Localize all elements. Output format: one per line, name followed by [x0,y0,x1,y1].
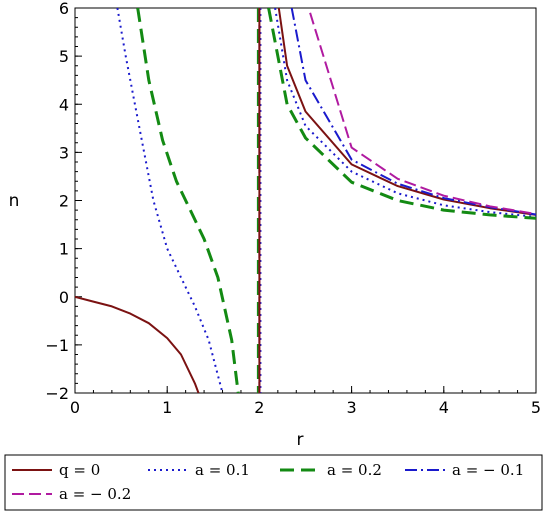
y-tick-label: 3 [59,143,69,162]
y-tick-label: 5 [59,47,69,66]
legend-label: q = 0 [59,461,100,479]
x-tick-labels: 0 1 2 3 4 5 [70,398,541,417]
legend-label: a = − 0.1 [452,461,524,479]
series-segment [136,8,240,393]
series-5-line [309,12,536,215]
series-layer [75,8,536,393]
x-tick-label: 2 [254,398,264,417]
y-tick-label: 2 [59,192,69,211]
series-1-line [75,8,536,393]
y-tick-label: 6 [59,0,69,18]
legend-item: a = 0.1 [148,461,250,479]
y-axis-label: n [9,191,20,211]
x-tick-label: 5 [531,398,541,417]
series-2-line [116,8,536,393]
y-tick-label: 4 [59,95,69,114]
x-tick-label: 4 [439,398,449,417]
legend-item: a = 0.2 [280,461,382,479]
x-axis-label: r [297,430,304,450]
y-tick-label: −1 [45,336,69,355]
y-tick-label: −2 [45,384,69,403]
legend-label: a = 0.2 [327,461,382,479]
axis-ticks [74,7,537,394]
series-segment [274,8,536,218]
y-tick-label: 0 [59,288,69,307]
asymptote-lines [256,8,262,393]
legend-item: q = 0 [12,461,100,479]
legend-item: a = − 0.1 [405,461,524,479]
y-tick-labels: −2 −1 0 1 2 3 4 5 6 [45,0,69,403]
legend: q = 0 a = 0.1 a = 0.2 a = − 0.1 a = − 0.2 [12,461,524,503]
series-segment [277,8,536,216]
legend-item: a = − 0.2 [12,485,131,503]
y-tick-label: 1 [59,240,69,259]
legend-label: a = 0.1 [195,461,250,479]
series-segment [75,295,200,393]
series-3-line [136,8,536,393]
series-segment [309,12,536,215]
series-segment [116,8,224,393]
x-tick-label: 1 [162,398,172,417]
legend-box [4,454,543,511]
legend-label: a = − 0.2 [59,485,131,503]
x-tick-label: 0 [70,398,80,417]
x-tick-label: 3 [347,398,357,417]
